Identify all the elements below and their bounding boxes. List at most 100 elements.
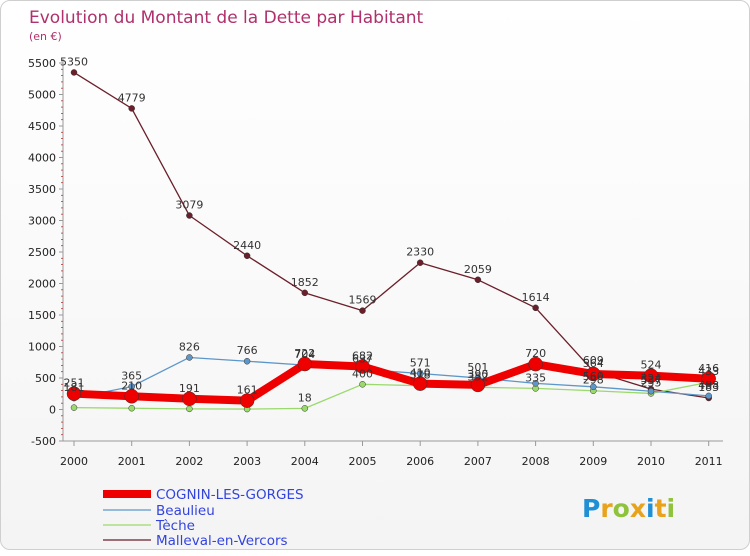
data-point bbox=[297, 356, 313, 372]
x-tick-label: 2004 bbox=[291, 455, 319, 468]
data-point bbox=[470, 377, 486, 393]
data-point bbox=[359, 381, 366, 388]
x-tick-label: 2005 bbox=[349, 455, 377, 468]
x-tick: 2003 bbox=[233, 441, 261, 468]
data-label: 352 bbox=[467, 370, 488, 383]
data-point bbox=[474, 276, 482, 284]
y-tick-label: 3000 bbox=[28, 215, 56, 228]
x-tick-label: 2003 bbox=[233, 455, 261, 468]
y-tick: 5000 bbox=[28, 89, 63, 102]
data-label: 1614 bbox=[522, 291, 550, 304]
logo-letter: i bbox=[667, 494, 676, 523]
y-tick: -500 bbox=[31, 435, 63, 448]
data-label: 1569 bbox=[349, 294, 377, 307]
data-label: 433 bbox=[698, 365, 719, 378]
data-point bbox=[586, 366, 601, 382]
x-tick: 2010 bbox=[637, 441, 665, 468]
x-tick-label: 2006 bbox=[406, 455, 434, 468]
y-tick-label: 4000 bbox=[28, 152, 56, 165]
logo-letter: i bbox=[646, 494, 655, 523]
x-tick: 2009 bbox=[579, 441, 607, 468]
data-point bbox=[701, 371, 716, 387]
proxiti-logo: Proxiti bbox=[582, 494, 675, 523]
data-label: 416 bbox=[698, 362, 719, 375]
data-label: 400 bbox=[352, 367, 373, 380]
data-label: 2440 bbox=[233, 239, 261, 252]
data-label: 560 bbox=[583, 370, 604, 383]
data-point bbox=[70, 69, 78, 76]
y-tick-label: 1500 bbox=[28, 309, 56, 322]
logo-letter: P bbox=[582, 494, 600, 523]
data-point bbox=[124, 389, 139, 404]
data-point bbox=[643, 368, 659, 383]
legend-item: Malleval-en-Vercors bbox=[103, 533, 288, 549]
logo-letter: t bbox=[655, 494, 667, 523]
data-point bbox=[186, 405, 193, 413]
data-label: 1852 bbox=[291, 276, 319, 289]
y-tick-label: 5000 bbox=[28, 89, 56, 102]
data-point bbox=[705, 392, 712, 400]
y-tick: 3500 bbox=[28, 183, 63, 196]
data-label: 682 bbox=[352, 350, 373, 363]
x-tick-label: 2009 bbox=[579, 455, 607, 468]
data-label: 524 bbox=[641, 359, 662, 372]
data-label: 2059 bbox=[464, 263, 492, 276]
data-point bbox=[590, 383, 597, 391]
chart-title: Evolution du Montant de la Dette par Hab… bbox=[29, 8, 424, 28]
x-tick: 2000 bbox=[60, 441, 88, 468]
legend: COGNIN-LES-GORGESBeaulieuTècheMalleval-e… bbox=[103, 487, 304, 549]
data-point bbox=[70, 404, 78, 411]
y-tick-label: 500 bbox=[35, 372, 56, 385]
data-point bbox=[243, 357, 251, 365]
series-line bbox=[73, 381, 710, 410]
y-tick: 5500 bbox=[28, 57, 63, 70]
x-tick-label: 2008 bbox=[522, 455, 550, 468]
y-tick: 0 bbox=[49, 404, 63, 417]
data-label: 704 bbox=[294, 348, 315, 361]
y-tick: 1000 bbox=[28, 341, 63, 354]
data-point bbox=[186, 354, 193, 361]
data-labels: 5350 4779 3079 2440 1852 1569 2330 2059 1614 609 3… bbox=[60, 55, 719, 404]
legend-label: Tèche bbox=[155, 518, 195, 534]
data-point bbox=[412, 376, 428, 391]
x-tick-label: 2011 bbox=[695, 455, 723, 468]
data-label: 335 bbox=[525, 371, 546, 384]
y-tick: 500 bbox=[35, 372, 63, 385]
data-label: 255 bbox=[641, 376, 662, 389]
x-tick-label: 2002 bbox=[175, 455, 203, 468]
legend-label: Malleval-en-Vercors bbox=[156, 533, 288, 549]
x-tick: 2002 bbox=[175, 441, 203, 468]
data-label: 18 bbox=[298, 391, 312, 404]
data-point bbox=[528, 356, 543, 372]
data-label: 183 bbox=[698, 381, 719, 394]
data-label: 181 bbox=[64, 381, 85, 394]
data-label: 571 bbox=[410, 357, 431, 370]
data-label: 161 bbox=[237, 384, 258, 397]
y-tick-label: 1000 bbox=[28, 341, 56, 354]
data-point bbox=[182, 391, 197, 407]
y-tick-label: 5500 bbox=[28, 57, 56, 70]
data-label: 766 bbox=[237, 344, 258, 357]
x-tick: 2007 bbox=[464, 441, 492, 468]
series-layer bbox=[66, 69, 716, 413]
logo-letter: r bbox=[600, 494, 613, 523]
data-label: 826 bbox=[179, 340, 200, 353]
data-point bbox=[355, 359, 370, 374]
y-tick-label: -500 bbox=[31, 435, 56, 448]
data-label: 4779 bbox=[118, 91, 146, 104]
data-label: 410 bbox=[410, 367, 431, 380]
legend-label: COGNIN-LES-GORGES bbox=[156, 487, 304, 503]
data-label: 3079 bbox=[175, 199, 203, 212]
y-tick-label: 4500 bbox=[28, 120, 56, 133]
data-label: 2330 bbox=[406, 246, 434, 259]
y-axis-ticks: 5500500045004000350030002500200015001000… bbox=[28, 57, 63, 448]
data-point bbox=[532, 380, 539, 387]
data-point bbox=[128, 105, 135, 112]
data-label: 378 bbox=[410, 369, 431, 382]
y-tick-label: 2000 bbox=[28, 278, 56, 291]
data-point bbox=[128, 404, 135, 412]
series-line bbox=[73, 71, 710, 399]
series-line bbox=[70, 360, 713, 405]
legend-item: Tèche bbox=[103, 518, 195, 534]
